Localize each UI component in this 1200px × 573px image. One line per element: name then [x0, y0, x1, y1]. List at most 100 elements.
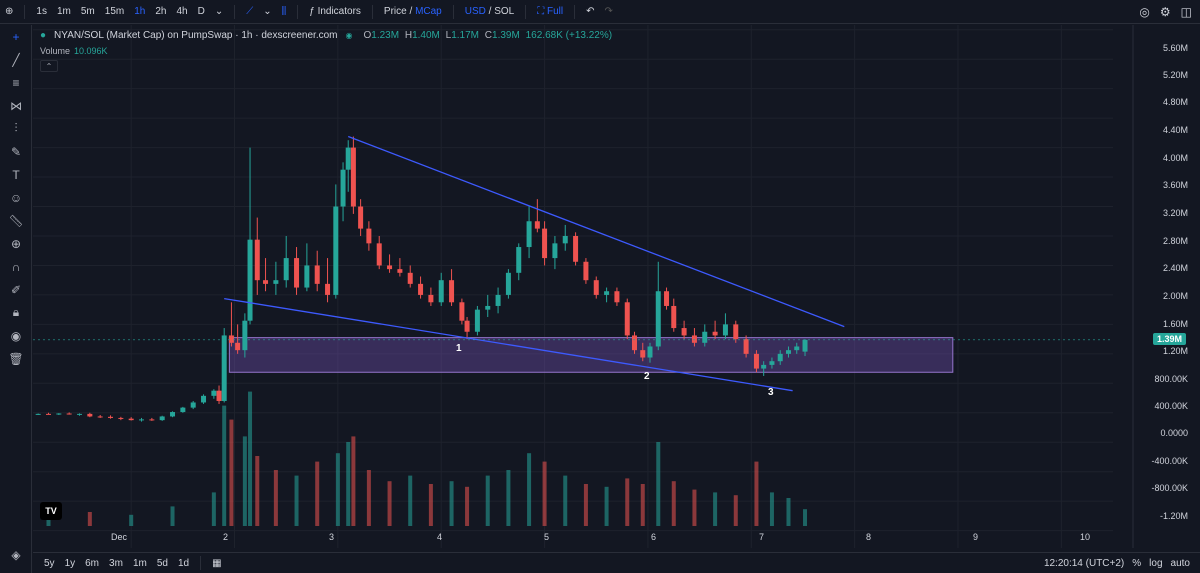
fib-tool-icon[interactable]: ⫶: [14, 121, 18, 135]
open-key: O: [363, 30, 372, 41]
camera-icon[interactable]: ◫: [1180, 5, 1192, 19]
brush-icon[interactable]: ✎: [10, 144, 22, 159]
timeframe-4h[interactable]: 4h: [176, 5, 188, 17]
trendline-tool-icon[interactable]: ╱: [12, 52, 20, 67]
annotation-2: 2: [644, 371, 650, 382]
magnet-icon[interactable]: ∩: [11, 259, 21, 274]
emoji-icon[interactable]: ☺: [9, 190, 23, 205]
price-mcap-toggle[interactable]: Price / MCap: [379, 0, 447, 24]
candle-body: [56, 413, 62, 415]
search-zoom-icon[interactable]: ◎: [1139, 5, 1150, 19]
timeframe-2h[interactable]: 2h: [155, 5, 167, 17]
chevron-down-icon[interactable]: ⌄: [214, 5, 224, 17]
candle-body: [325, 283, 331, 295]
volume-bar: [640, 484, 645, 526]
volume-bar: [211, 492, 216, 526]
candle-body: [593, 280, 599, 295]
time-axis-label: 3: [329, 532, 335, 542]
horizontal-lines-icon[interactable]: ≡: [12, 75, 20, 90]
price-axis-label: 2.00M: [1162, 291, 1188, 301]
gear-icon[interactable]: ⚙: [1159, 5, 1171, 19]
timeframe-d[interactable]: D: [197, 5, 205, 17]
layers-icon[interactable]: ◈: [11, 547, 21, 562]
pattern-tool-icon[interactable]: ⋈: [10, 98, 22, 113]
eye-icon[interactable]: ◉: [10, 328, 22, 343]
candle-body: [769, 361, 775, 365]
candles-chart-type-icon[interactable]: ⫼: [281, 5, 287, 17]
candle-body: [242, 320, 248, 351]
candle-body: [87, 413, 93, 417]
zoom-in-icon[interactable]: ⊕: [10, 236, 22, 251]
range-1m[interactable]: 1m: [132, 557, 147, 569]
crosshair-icon[interactable]: +: [12, 29, 20, 44]
price-chart[interactable]: [33, 25, 1200, 548]
candle-body: [345, 147, 351, 170]
close-value: 1.39M: [492, 30, 520, 41]
fullscreen-icon: ⛶: [537, 5, 545, 17]
candle-body: [516, 247, 522, 273]
redo-icon[interactable]: ↷: [604, 5, 613, 17]
candle-body: [474, 309, 480, 332]
line-chart-type-icon[interactable]: ⟋: [246, 5, 254, 17]
candle-body: [263, 280, 269, 284]
candle-body: [428, 294, 434, 303]
tradingview-logo[interactable]: TV: [40, 502, 62, 520]
change-value: 162.68K (+13.22%): [525, 30, 613, 41]
indicators-button[interactable]: ƒ Indicators: [304, 0, 366, 24]
chevron-down-icon[interactable]: ⌄: [263, 5, 272, 17]
lock-icon[interactable]: 🔒︎: [12, 305, 20, 319]
trendline: [224, 297, 793, 392]
timeframe-1s[interactable]: 1s: [36, 5, 47, 17]
range-1d[interactable]: 1d: [177, 557, 190, 569]
range-3m[interactable]: 3m: [109, 557, 123, 569]
currency-toggle[interactable]: USD / SOL: [460, 0, 519, 24]
candle-body: [283, 258, 289, 281]
live-dot-icon: ●: [40, 30, 47, 41]
collapse-legend-button[interactable]: ⌃: [40, 60, 58, 72]
candle-body: [201, 395, 207, 403]
ruler-icon[interactable]: 📏︎: [8, 213, 24, 228]
candle-body: [180, 407, 186, 413]
range-1y[interactable]: 1y: [64, 557, 76, 569]
timeframe-5m[interactable]: 5m: [80, 5, 95, 17]
percent-toggle[interactable]: %: [1132, 558, 1142, 569]
close-key: C: [484, 30, 493, 41]
pencil-lock-icon[interactable]: ✐: [10, 282, 22, 297]
toolbar-divider: [200, 556, 202, 570]
trash-icon[interactable]: 🗑︎: [8, 351, 24, 366]
annotation-1: 1: [456, 343, 462, 354]
range-5y[interactable]: 5y: [44, 557, 55, 569]
volume-bar: [255, 456, 260, 526]
candle-body: [46, 413, 52, 415]
candle-body: [534, 221, 540, 229]
low-value: 1.17M: [451, 30, 480, 41]
text-tool-icon[interactable]: T: [12, 167, 20, 182]
candle-body: [190, 402, 196, 408]
mcap-label: MCap: [415, 5, 442, 17]
auto-toggle[interactable]: auto: [1170, 558, 1190, 569]
candle-body: [794, 346, 800, 351]
candle-body: [722, 324, 728, 336]
top-toolbar: ⊕ 1s 1m 5m 15m 1h 2h 4h D ⌄ ⟋ ⌄ ⫼ ƒ Indi…: [0, 0, 1200, 24]
date-range-icon[interactable]: ▦: [212, 557, 222, 569]
candle-body: [691, 335, 697, 343]
range-5d[interactable]: 5d: [156, 557, 168, 569]
undo-icon[interactable]: ↶: [586, 5, 595, 17]
timeframe-1m[interactable]: 1m: [56, 5, 71, 17]
volume-bar: [346, 442, 351, 526]
log-toggle[interactable]: log: [1149, 558, 1163, 569]
timeframe-15m[interactable]: 15m: [104, 5, 125, 17]
candle-body: [505, 272, 511, 295]
range-6m[interactable]: 6m: [85, 557, 100, 569]
add-symbol-icon[interactable]: ⊕: [5, 5, 14, 17]
volume-bar: [803, 509, 808, 526]
low-key: L: [445, 30, 452, 41]
candle-body: [294, 258, 300, 288]
candle-body: [655, 291, 661, 347]
fullscreen-button[interactable]: ⛶ Full: [532, 0, 568, 24]
candle-body: [459, 302, 465, 321]
timeframe-1h[interactable]: 1h: [134, 5, 146, 17]
volume-label: Volume: [40, 46, 71, 56]
time-axis-label: 10: [1080, 532, 1091, 542]
sol-label: SOL: [494, 5, 515, 17]
